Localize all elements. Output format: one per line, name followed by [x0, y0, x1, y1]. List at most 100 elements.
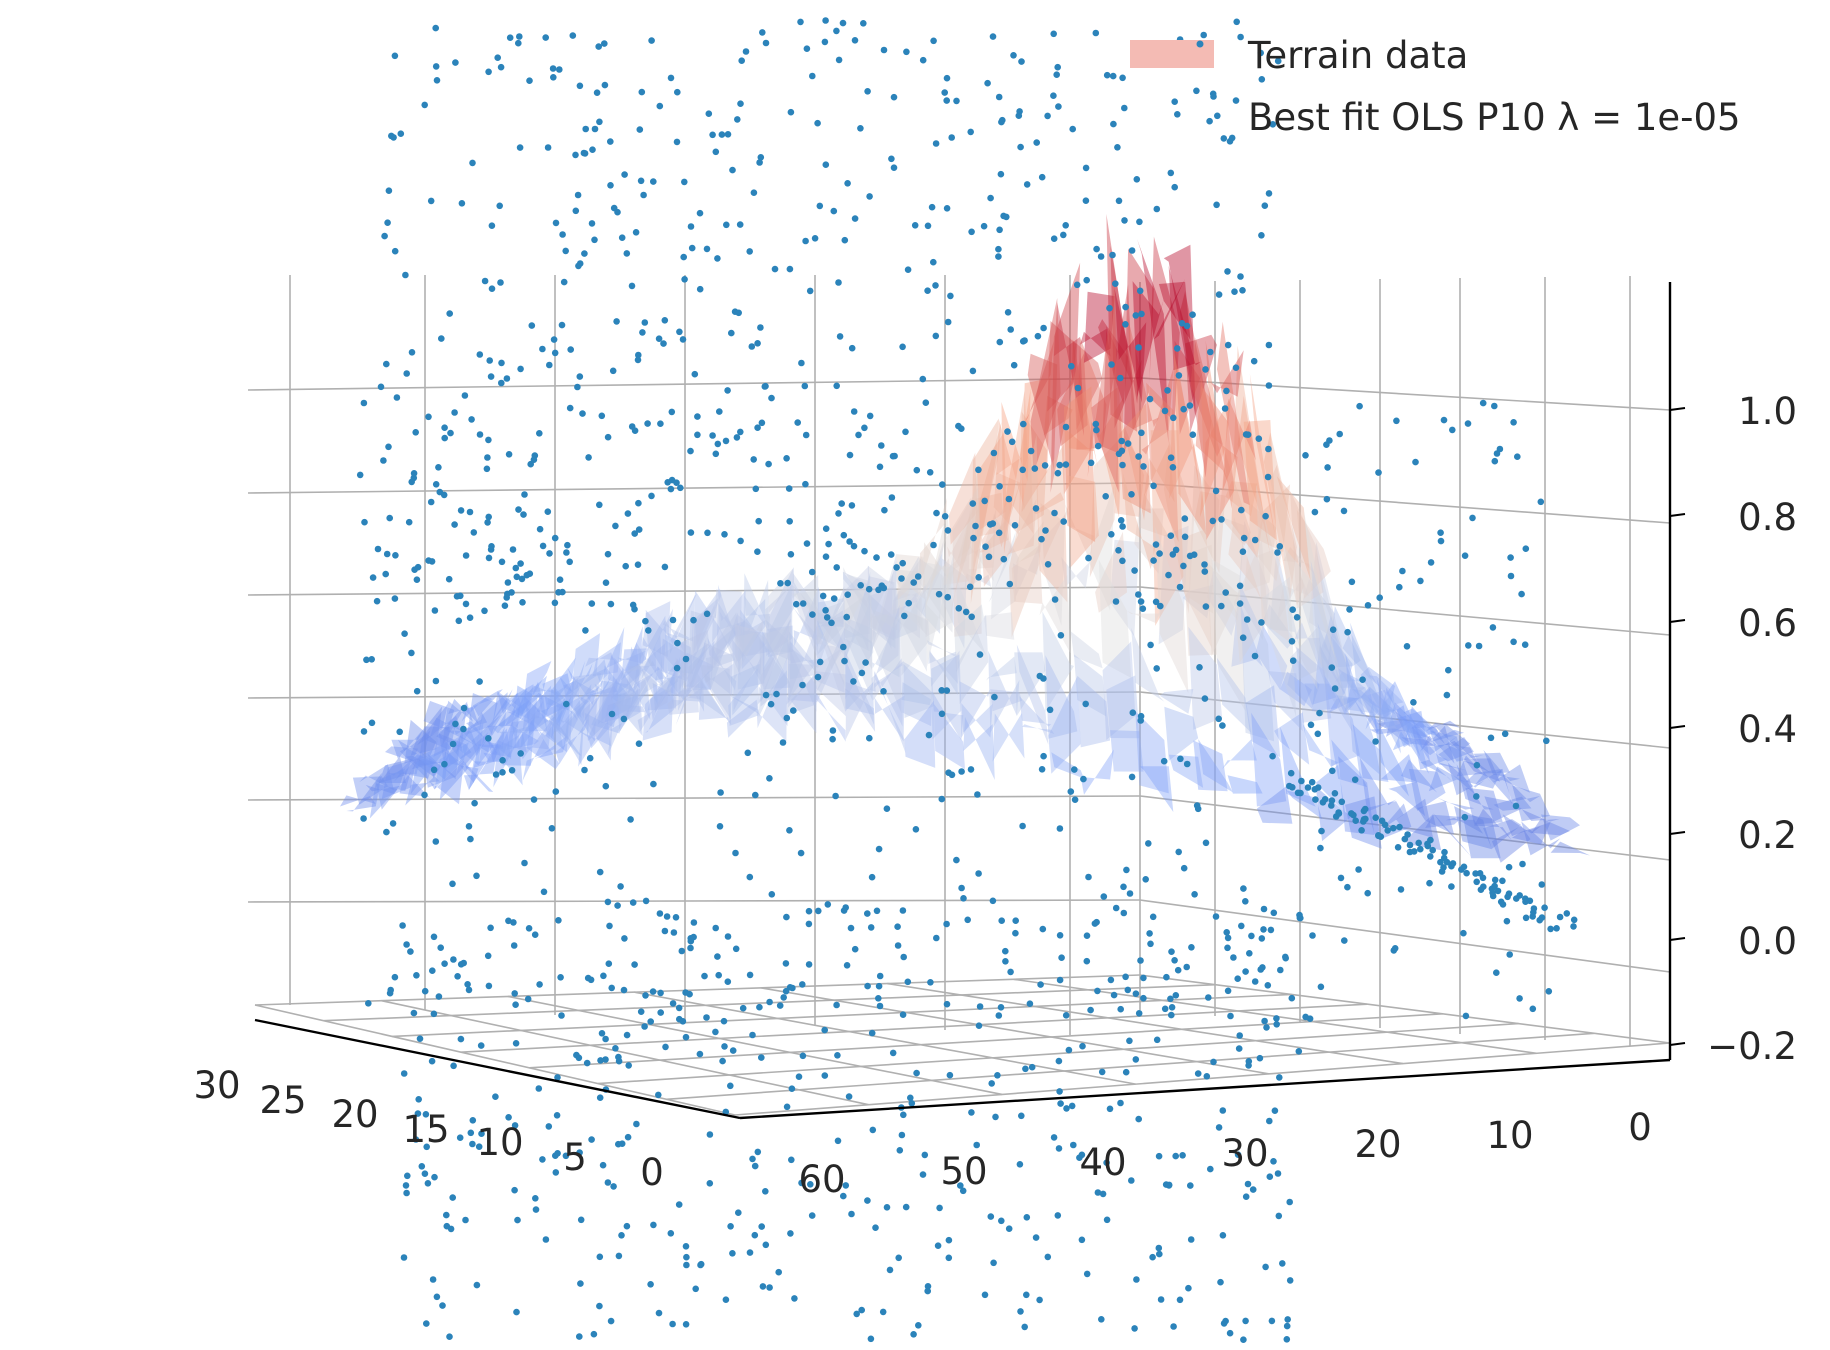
- scatter-point: [746, 1249, 754, 1256]
- surface-facet: [709, 612, 738, 672]
- scatter-point: [1331, 790, 1339, 797]
- surface-facet: [690, 598, 718, 665]
- scatter-point: [373, 597, 381, 605]
- scatter-point: [672, 914, 680, 921]
- scatter-point: [641, 1023, 648, 1030]
- surface-facet: [867, 565, 894, 628]
- scatter-point: [737, 537, 744, 545]
- scatter-point: [400, 1254, 408, 1261]
- scatter-point: [841, 657, 848, 665]
- scatter-point: [1202, 839, 1210, 847]
- scatter-point: [1324, 464, 1331, 471]
- surface-facet: [492, 691, 523, 726]
- scatter-point: [1344, 883, 1351, 891]
- surface-facet: [493, 696, 525, 734]
- scatter-point: [365, 1000, 372, 1007]
- scatter-point: [799, 600, 807, 607]
- surface-facet: [385, 746, 419, 762]
- surface-facet: [990, 689, 1022, 712]
- scatter-point: [655, 1091, 662, 1099]
- scatter-point: [1087, 459, 1095, 467]
- surface-facet: [1430, 730, 1466, 771]
- scatter-point: [1161, 407, 1169, 415]
- surface-facet: [1153, 278, 1186, 340]
- surface-facet: [1110, 539, 1140, 637]
- scatter-point: [941, 513, 949, 520]
- surface-facet: [843, 567, 869, 622]
- surface-facet: [1531, 818, 1570, 836]
- scatter-point: [1163, 973, 1170, 981]
- surface-facet: [547, 688, 578, 721]
- surface-facet: [621, 648, 649, 681]
- surface-facet: [719, 590, 746, 650]
- scatter-point: [607, 600, 615, 608]
- scatter-point: [1364, 602, 1372, 609]
- scatter-point: [1112, 280, 1119, 288]
- surface-facet: [1352, 697, 1386, 734]
- scatter-point: [735, 1209, 742, 1216]
- scatter-point: [1406, 841, 1414, 849]
- scatter-point: [1308, 778, 1316, 786]
- scatter-point: [1023, 1291, 1030, 1299]
- scatter-point: [1108, 361, 1115, 368]
- scatter-point: [449, 1194, 457, 1201]
- surface-facet: [1376, 678, 1412, 747]
- scatter-point: [473, 1281, 481, 1289]
- scatter-point: [775, 1268, 782, 1276]
- scatter-point: [1078, 1151, 1086, 1159]
- scatter-point: [516, 33, 523, 40]
- surface-facet: [422, 753, 456, 788]
- scatter-point: [511, 1122, 519, 1129]
- scatter-point: [754, 424, 761, 432]
- scatter-point: [715, 971, 722, 979]
- scatter-point: [869, 1126, 877, 1134]
- surface-facet: [869, 576, 896, 638]
- scatter-point: [1399, 567, 1406, 575]
- scatter-point: [1224, 934, 1232, 942]
- z-tick-label: 1.0: [1738, 390, 1797, 433]
- scatter-point: [1237, 273, 1244, 280]
- scatter-point: [464, 981, 471, 988]
- surface-facet: [570, 672, 602, 699]
- scatter-point: [1128, 491, 1135, 498]
- scatter-point: [636, 126, 644, 133]
- scatter-point: [632, 229, 640, 236]
- surface-facet: [433, 733, 467, 766]
- scatter-point: [1146, 395, 1154, 403]
- scatter-point: [787, 108, 795, 116]
- scatter-point: [1329, 626, 1337, 633]
- surface-facet: [867, 587, 893, 650]
- grid-horizontal: [1139, 899, 1671, 973]
- scatter-point: [1106, 1105, 1114, 1113]
- scatter-point: [638, 88, 646, 96]
- scatter-point: [497, 63, 505, 71]
- surface-facet: [1141, 367, 1174, 455]
- surface-facet: [512, 681, 543, 737]
- scatter-point: [1044, 112, 1051, 120]
- scatter-point: [1079, 1042, 1086, 1050]
- surface-facet: [1089, 439, 1119, 578]
- scatter-point: [608, 710, 616, 718]
- scatter-point: [805, 961, 813, 968]
- scatter-point: [1286, 1277, 1294, 1284]
- scatter-point: [1122, 1068, 1130, 1076]
- scatter-point: [1212, 913, 1220, 920]
- surface-facet: [617, 650, 646, 664]
- scatter-point: [1269, 752, 1276, 760]
- scatter-point: [1005, 1225, 1013, 1232]
- surface-facet: [1106, 675, 1140, 739]
- y-tick-label: 20: [1354, 1123, 1401, 1166]
- scatter-point: [1337, 874, 1345, 882]
- scatter-point: [982, 543, 989, 550]
- scatter-point: [1437, 529, 1444, 536]
- surface-facet: [872, 616, 901, 678]
- surface-facet: [926, 640, 957, 657]
- scatter-point: [709, 432, 716, 439]
- scatter-point: [497, 279, 504, 286]
- surface-facet: [769, 567, 795, 647]
- scatter-point: [1006, 580, 1014, 588]
- scatter-point: [1039, 925, 1047, 933]
- scatter-point: [1270, 1158, 1277, 1165]
- scatter-point: [1180, 864, 1188, 872]
- scatter-point: [1260, 926, 1267, 933]
